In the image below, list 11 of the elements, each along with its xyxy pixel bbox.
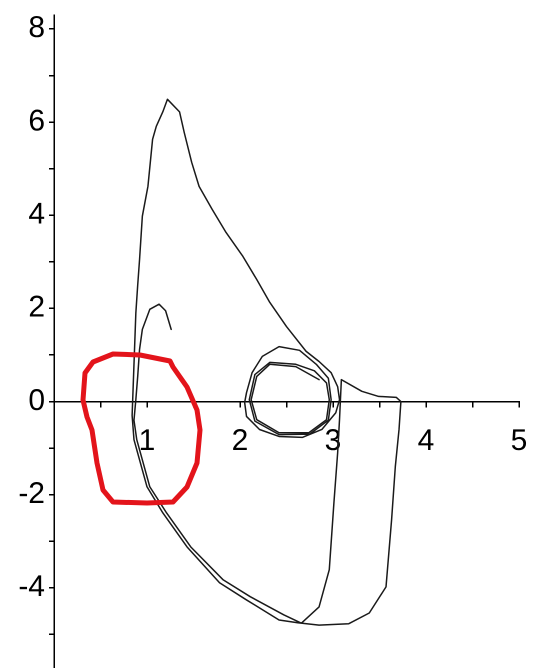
y-tick-label: 6 <box>28 104 45 138</box>
y-tick-label: -4 <box>18 570 45 604</box>
y-tick-label: 8 <box>28 11 45 44</box>
y-tick-label: 0 <box>28 384 45 417</box>
x-tick-label: 2 <box>232 424 248 457</box>
x-tick-label: 5 <box>510 424 528 457</box>
x-tick-label: 4 <box>418 424 434 457</box>
y-tick-label: -2 <box>18 476 45 510</box>
x-tick-label: 1 <box>138 424 156 457</box>
y-tick-label: 2 <box>28 290 45 324</box>
y-tick-label: 4 <box>28 198 45 231</box>
